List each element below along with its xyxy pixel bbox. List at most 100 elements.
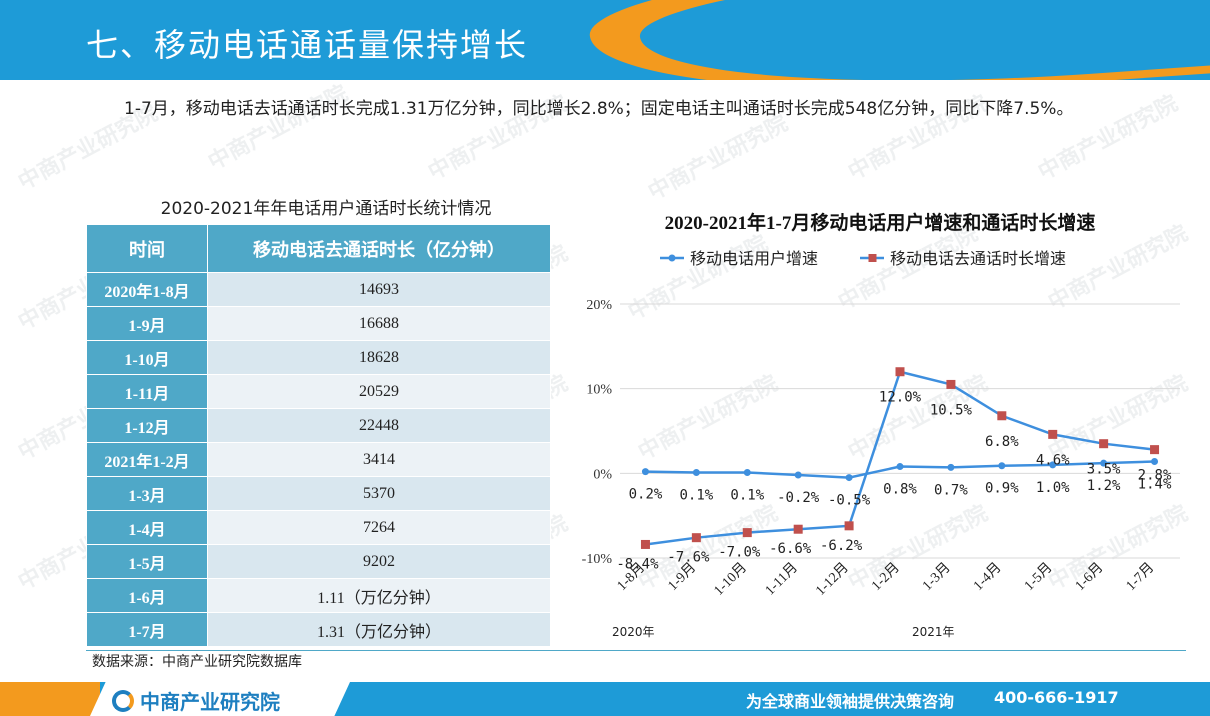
- cell-time: 2021年1-2月: [86, 442, 208, 477]
- company-logo: 中商产业研究院: [112, 686, 280, 715]
- table-title: 2020-2021年年电话用户通话时长统计情况: [160, 199, 492, 219]
- x-tick-label: 1-7月: [1123, 560, 1157, 594]
- data-point: [1151, 457, 1159, 465]
- line-chart: 移动电话用户增速 移动电话去通话时长增速-10%0%10%20%1-8月 1-9月 1…: [582, 249, 1180, 639]
- header-time: 时间: [86, 224, 208, 273]
- cell-duration: 20529: [207, 374, 551, 409]
- x-tick-label: 1-10月: [711, 560, 750, 599]
- y-tick-label: 20%: [586, 298, 612, 313]
- legend-label: 移动电话去通话时长增速: [890, 249, 1066, 268]
- cell-duration: 3414: [207, 442, 551, 477]
- data-label: 0.2%: [629, 487, 663, 503]
- y-tick-label: -10%: [582, 552, 613, 567]
- table-row: 1-3月 5370: [86, 476, 551, 511]
- data-label: 10.5%: [930, 402, 973, 418]
- table-row: 1-11月 20529: [86, 374, 551, 409]
- legend-marker-circle: [668, 254, 676, 262]
- data-label: 1.2%: [1087, 478, 1121, 494]
- group-label: 2020年: [612, 625, 655, 639]
- table-header-row: 时间 移动电话去通话时长（亿分钟）: [86, 224, 551, 273]
- page-title: 七、移动电话通话量保持增长: [86, 26, 529, 64]
- data-point: [844, 521, 854, 531]
- x-tick-label: 1-12月: [813, 560, 852, 599]
- data-point: [641, 468, 649, 476]
- data-label: 12.0%: [879, 390, 922, 406]
- cell-time: 1-5月: [86, 544, 208, 579]
- table-row: 1-4月 7264: [86, 510, 551, 545]
- cell-time: 1-7月: [86, 612, 208, 647]
- data-point: [895, 367, 905, 377]
- y-tick-label: 10%: [586, 383, 612, 398]
- data-point: [640, 539, 650, 549]
- data-point: [845, 474, 853, 482]
- cell-time: 1-4月: [86, 510, 208, 545]
- cell-duration: 14693: [207, 272, 551, 307]
- data-point: [691, 533, 701, 543]
- table-row: 2020年1-8月 14693: [86, 272, 551, 307]
- cell-duration: 18628: [207, 340, 551, 375]
- cell-time: 1-3月: [86, 476, 208, 511]
- x-tick-label: 1-11月: [762, 560, 801, 599]
- group-label: 2021年: [912, 625, 955, 639]
- table-row: 1-9月 16688: [86, 306, 551, 341]
- data-label: 0.8%: [883, 482, 917, 498]
- data-source: 数据来源：中商产业研究院数据库: [92, 654, 302, 670]
- data-point: [946, 379, 956, 389]
- cell-duration: 9202: [207, 544, 551, 579]
- cell-duration: 7264: [207, 510, 551, 545]
- x-tick-label: 1-4月: [970, 560, 1004, 594]
- cell-duration: 1.11（万亿分钟）: [207, 578, 551, 613]
- cell-time: 1-9月: [86, 306, 208, 341]
- footer-divider: [86, 650, 1186, 651]
- header-duration: 移动电话去通话时长（亿分钟）: [207, 224, 551, 273]
- table-row: 2021年1-2月 3414: [86, 442, 551, 477]
- data-label: 3.5%: [1087, 462, 1121, 478]
- data-point: [896, 463, 904, 471]
- data-point: [692, 468, 700, 476]
- data-label: -7.0%: [718, 545, 761, 561]
- data-label: -6.6%: [769, 541, 812, 557]
- data-point: [1049, 461, 1057, 469]
- table-row: 1-10月 18628: [86, 340, 551, 375]
- chart-title: 2020-2021年1-7月移动电话用户增速和通话时长增速: [664, 213, 1096, 234]
- data-label: -0.5%: [828, 493, 871, 509]
- cell-time: 1-10月: [86, 340, 208, 375]
- table-row: 1-5月 9202: [86, 544, 551, 579]
- y-tick-label: 0%: [593, 467, 612, 482]
- header-bar: 七、移动电话通话量保持增长: [0, 0, 1210, 80]
- x-tick-label: 1-2月: [868, 560, 902, 594]
- x-tick-label: 1-3月: [919, 560, 953, 594]
- x-tick-label: 1-5月: [1021, 560, 1055, 594]
- data-label: 0.1%: [680, 487, 714, 503]
- data-label: -6.2%: [820, 538, 863, 554]
- cell-duration: 16688: [207, 306, 551, 341]
- data-point: [1100, 459, 1108, 467]
- data-label: 6.8%: [985, 434, 1019, 450]
- data-point: [997, 411, 1007, 421]
- data-point: [743, 468, 751, 476]
- data-point: [793, 524, 803, 534]
- table-row: 1-12月 22448: [86, 408, 551, 443]
- cell-time: 1-6月: [86, 578, 208, 613]
- intro-paragraph: 1-7月，移动电话去话通话时长完成1.31万亿分钟，同比增长2.8%；固定电话主…: [124, 99, 1074, 119]
- data-label: 0.9%: [985, 481, 1019, 497]
- data-point: [947, 463, 955, 471]
- data-label: -7.6%: [667, 550, 710, 566]
- legend-label: 移动电话用户增速: [690, 249, 818, 268]
- data-label: -8.4%: [616, 556, 659, 572]
- stats-table: 时间 移动电话去通话时长（亿分钟） 2020年1-8月 14693 1-9月 1668…: [86, 224, 551, 647]
- data-point: [998, 462, 1006, 470]
- cell-time: 2020年1-8月: [86, 272, 208, 307]
- data-label: 0.1%: [730, 487, 764, 503]
- logo-text: 中商产业研究院: [140, 690, 280, 714]
- data-point: [794, 471, 802, 479]
- data-label: 2.8%: [1138, 468, 1172, 484]
- data-label: -0.2%: [777, 490, 820, 506]
- data-point: [1099, 439, 1109, 449]
- cell-time: 1-12月: [86, 408, 208, 443]
- x-tick-label: 1-6月: [1072, 560, 1106, 594]
- legend-marker-square: [868, 254, 877, 262]
- cell-duration: 22448: [207, 408, 551, 443]
- table-row: 1-6月 1.11（万亿分钟）: [86, 578, 551, 613]
- footer-slogan: 为全球商业领袖提供决策咨询: [746, 692, 955, 711]
